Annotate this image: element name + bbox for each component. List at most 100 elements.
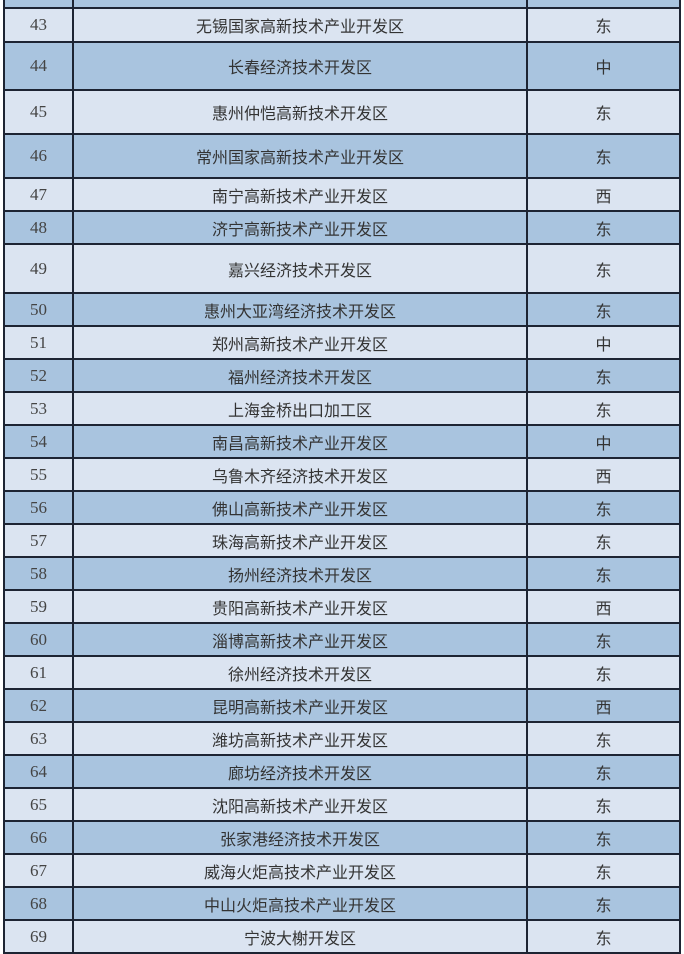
table-row: 54 南昌高新技术产业开发区中: [3, 424, 681, 459]
row-number-cell: 46: [3, 133, 74, 179]
zone-name-cell: 常州国家高新技术产业开发区: [72, 133, 528, 179]
region-cell: 东: [526, 523, 681, 558]
zone-name-cell: 扬州经济技术开发区: [72, 556, 528, 591]
row-number-cell: 63: [3, 721, 74, 756]
table-row: 62 昆明高新技术产业开发区西: [3, 688, 681, 723]
zone-name-cell: 乌鲁木齐经济技术开发区: [72, 457, 528, 492]
region-cell: 东: [526, 133, 681, 179]
table-row: 43 无锡国家高新技术产业开发区东: [3, 7, 681, 43]
zone-name-cell: 潍坊高新技术产业开发区: [72, 721, 528, 756]
region-cell: 东: [526, 358, 681, 393]
row-number-cell: 56: [3, 490, 74, 525]
table-row: 58 扬州经济技术开发区东: [3, 556, 681, 591]
row-number-cell: 44: [3, 41, 74, 91]
table-row: 46 常州国家高新技术产业开发区东: [3, 133, 681, 179]
zone-name-cell: 宁波大榭开发区: [72, 919, 528, 954]
row-number-cell: 50: [3, 292, 74, 327]
region-cell: 东: [526, 886, 681, 921]
row-number-cell: 57: [3, 523, 74, 558]
region-cell: 西: [526, 688, 681, 723]
table-row: 61 徐州经济技术开发区东: [3, 655, 681, 690]
zones-table: 43 无锡国家高新技术产业开发区东 44 长春经济技术开发区中 45 惠州仲恺高新技术开发…: [3, 0, 681, 954]
table-row: 49 嘉兴经济技术开发区东: [3, 243, 681, 294]
zone-name-cell: 珠海高新技术产业开发区: [72, 523, 528, 558]
row-number-cell: 51: [3, 325, 74, 360]
row-number-cell: 54: [3, 424, 74, 459]
table-row: 47 南宁高新技术产业开发区西: [3, 177, 681, 212]
region-cell: 东: [526, 721, 681, 756]
table-row: 69 宁波大榭开发区东: [3, 919, 681, 954]
table-row: 55 乌鲁木齐经济技术开发区西: [3, 457, 681, 492]
zone-name-cell: 济宁高新技术产业开发区: [72, 210, 528, 245]
region-cell: 东: [526, 7, 681, 43]
table-row: 68 中山火炬高技术产业开发区东: [3, 886, 681, 921]
row-number-cell: 64: [3, 754, 74, 789]
region-cell: 西: [526, 457, 681, 492]
region-cell: 东: [526, 243, 681, 294]
table-row: 45 惠州仲恺高新技术开发区东: [3, 89, 681, 135]
row-number-cell: 66: [3, 820, 74, 855]
zone-name-cell: 长春经济技术开发区: [72, 41, 528, 91]
zone-name-cell: 无锡国家高新技术产业开发区: [72, 7, 528, 43]
zone-name-cell: 佛山高新技术产业开发区: [72, 490, 528, 525]
region-cell: 东: [526, 89, 681, 135]
zone-name-cell: 贵阳高新技术产业开发区: [72, 589, 528, 624]
region-cell: 东: [526, 655, 681, 690]
table-row: 57 珠海高新技术产业开发区东: [3, 523, 681, 558]
zone-name-cell: 淄博高新技术产业开发区: [72, 622, 528, 657]
region-cell: 西: [526, 589, 681, 624]
zone-name-cell: 郑州高新技术产业开发区: [72, 325, 528, 360]
zone-name-cell: 嘉兴经济技术开发区: [72, 243, 528, 294]
zone-name-cell: 沈阳高新技术产业开发区: [72, 787, 528, 822]
zone-name-cell: 福州经济技术开发区: [72, 358, 528, 393]
row-number-cell: 65: [3, 787, 74, 822]
region-cell: 东: [526, 490, 681, 525]
region-cell: 东: [526, 556, 681, 591]
row-number-cell: 62: [3, 688, 74, 723]
zone-name-cell: 威海火炬高技术产业开发区: [72, 853, 528, 888]
region-cell: 东: [526, 754, 681, 789]
row-number-cell: 52: [3, 358, 74, 393]
table-row: 51 郑州高新技术产业开发区中: [3, 325, 681, 360]
region-cell: 东: [526, 210, 681, 245]
table-row: 50 惠州大亚湾经济技术开发区东: [3, 292, 681, 327]
region-cell: 中: [526, 41, 681, 91]
table-row: 44 长春经济技术开发区中: [3, 41, 681, 91]
zone-name-cell: 南昌高新技术产业开发区: [72, 424, 528, 459]
zone-name-cell: 惠州大亚湾经济技术开发区: [72, 292, 528, 327]
table-row: 65 沈阳高新技术产业开发区东: [3, 787, 681, 822]
region-cell: 东: [526, 622, 681, 657]
row-number-cell: 55: [3, 457, 74, 492]
row-number-cell: 58: [3, 556, 74, 591]
table-row: 59 贵阳高新技术产业开发区西: [3, 589, 681, 624]
row-number-cell: 61: [3, 655, 74, 690]
row-number-cell: 43: [3, 7, 74, 43]
zone-name-cell: 张家港经济技术开发区: [72, 820, 528, 855]
region-cell: 东: [526, 919, 681, 954]
region-cell: 东: [526, 292, 681, 327]
zone-name-cell: [72, 0, 528, 9]
table-row: 56 佛山高新技术产业开发区东: [3, 490, 681, 525]
zone-name-cell: 惠州仲恺高新技术开发区: [72, 89, 528, 135]
zone-name-cell: 昆明高新技术产业开发区: [72, 688, 528, 723]
region-cell: 东: [526, 820, 681, 855]
zone-name-cell: 南宁高新技术产业开发区: [72, 177, 528, 212]
table-row: 60 淄博高新技术产业开发区东: [3, 622, 681, 657]
table-row: [3, 0, 681, 9]
region-cell: 东: [526, 787, 681, 822]
table-row: 66 张家港经济技术开发区东: [3, 820, 681, 855]
row-number-cell: 49: [3, 243, 74, 294]
region-cell: 西: [526, 177, 681, 212]
region-cell: 中: [526, 424, 681, 459]
row-number-cell: 68: [3, 886, 74, 921]
row-number-cell: 59: [3, 589, 74, 624]
table-row: 63 潍坊高新技术产业开发区东: [3, 721, 681, 756]
row-number-cell: 47: [3, 177, 74, 212]
row-number-cell: 53: [3, 391, 74, 426]
table-row: 48 济宁高新技术产业开发区东: [3, 210, 681, 245]
row-number-cell: 67: [3, 853, 74, 888]
region-cell: [526, 0, 681, 9]
region-cell: 中: [526, 325, 681, 360]
region-cell: 东: [526, 853, 681, 888]
row-number-cell: 45: [3, 89, 74, 135]
